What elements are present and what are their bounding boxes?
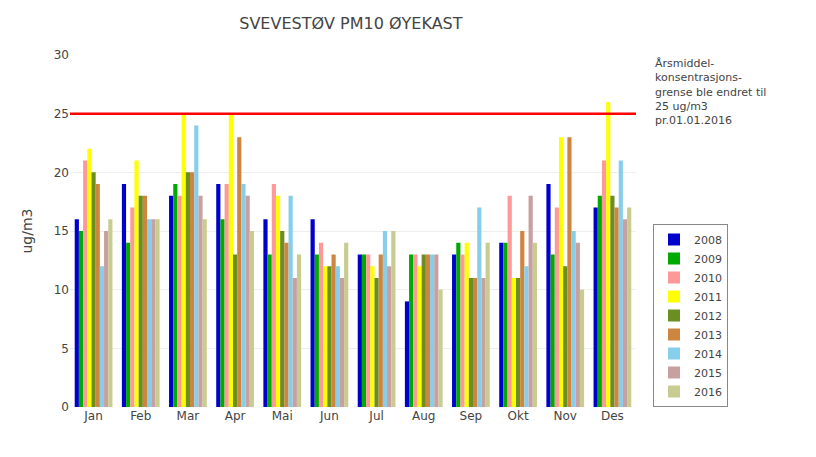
svg-text:2011: 2011 xyxy=(694,291,722,304)
svg-text:2014: 2014 xyxy=(694,348,722,361)
svg-text:SVEVESTØV PM10 ØYEKAST: SVEVESTØV PM10 ØYEKAST xyxy=(239,14,463,33)
svg-text:30: 30 xyxy=(54,48,69,62)
svg-text:2013: 2013 xyxy=(694,329,722,342)
svg-text:Årsmiddel-konsentrasjons-grens: Årsmiddel-konsentrasjons-grense ble endr… xyxy=(655,57,766,127)
svg-text:Sep: Sep xyxy=(460,409,483,423)
svg-text:Jun: Jun xyxy=(319,409,339,423)
svg-text:Mar: Mar xyxy=(177,409,200,423)
svg-text:2008: 2008 xyxy=(694,234,722,247)
svg-text:2009: 2009 xyxy=(694,253,722,266)
svg-text:Aug: Aug xyxy=(412,409,435,423)
svg-text:0: 0 xyxy=(61,400,69,414)
svg-text:2015: 2015 xyxy=(694,367,722,380)
svg-text:2012: 2012 xyxy=(694,310,722,323)
svg-text:2016: 2016 xyxy=(694,386,722,399)
svg-text:10: 10 xyxy=(54,283,69,297)
svg-text:2010: 2010 xyxy=(694,272,722,285)
svg-text:Jan: Jan xyxy=(83,409,103,423)
svg-text:ug/m3: ug/m3 xyxy=(19,208,35,253)
svg-text:5: 5 xyxy=(61,342,69,356)
svg-text:Apr: Apr xyxy=(225,409,246,423)
svg-text:Des: Des xyxy=(601,409,624,423)
svg-text:25: 25 xyxy=(54,107,69,121)
svg-text:20: 20 xyxy=(54,166,69,180)
svg-text:Okt: Okt xyxy=(508,409,529,423)
svg-text:Mai: Mai xyxy=(272,409,293,423)
svg-text:15: 15 xyxy=(54,224,69,238)
svg-text:Jul: Jul xyxy=(368,409,383,423)
svg-text:Feb: Feb xyxy=(130,409,151,423)
svg-text:Nov: Nov xyxy=(554,409,577,423)
